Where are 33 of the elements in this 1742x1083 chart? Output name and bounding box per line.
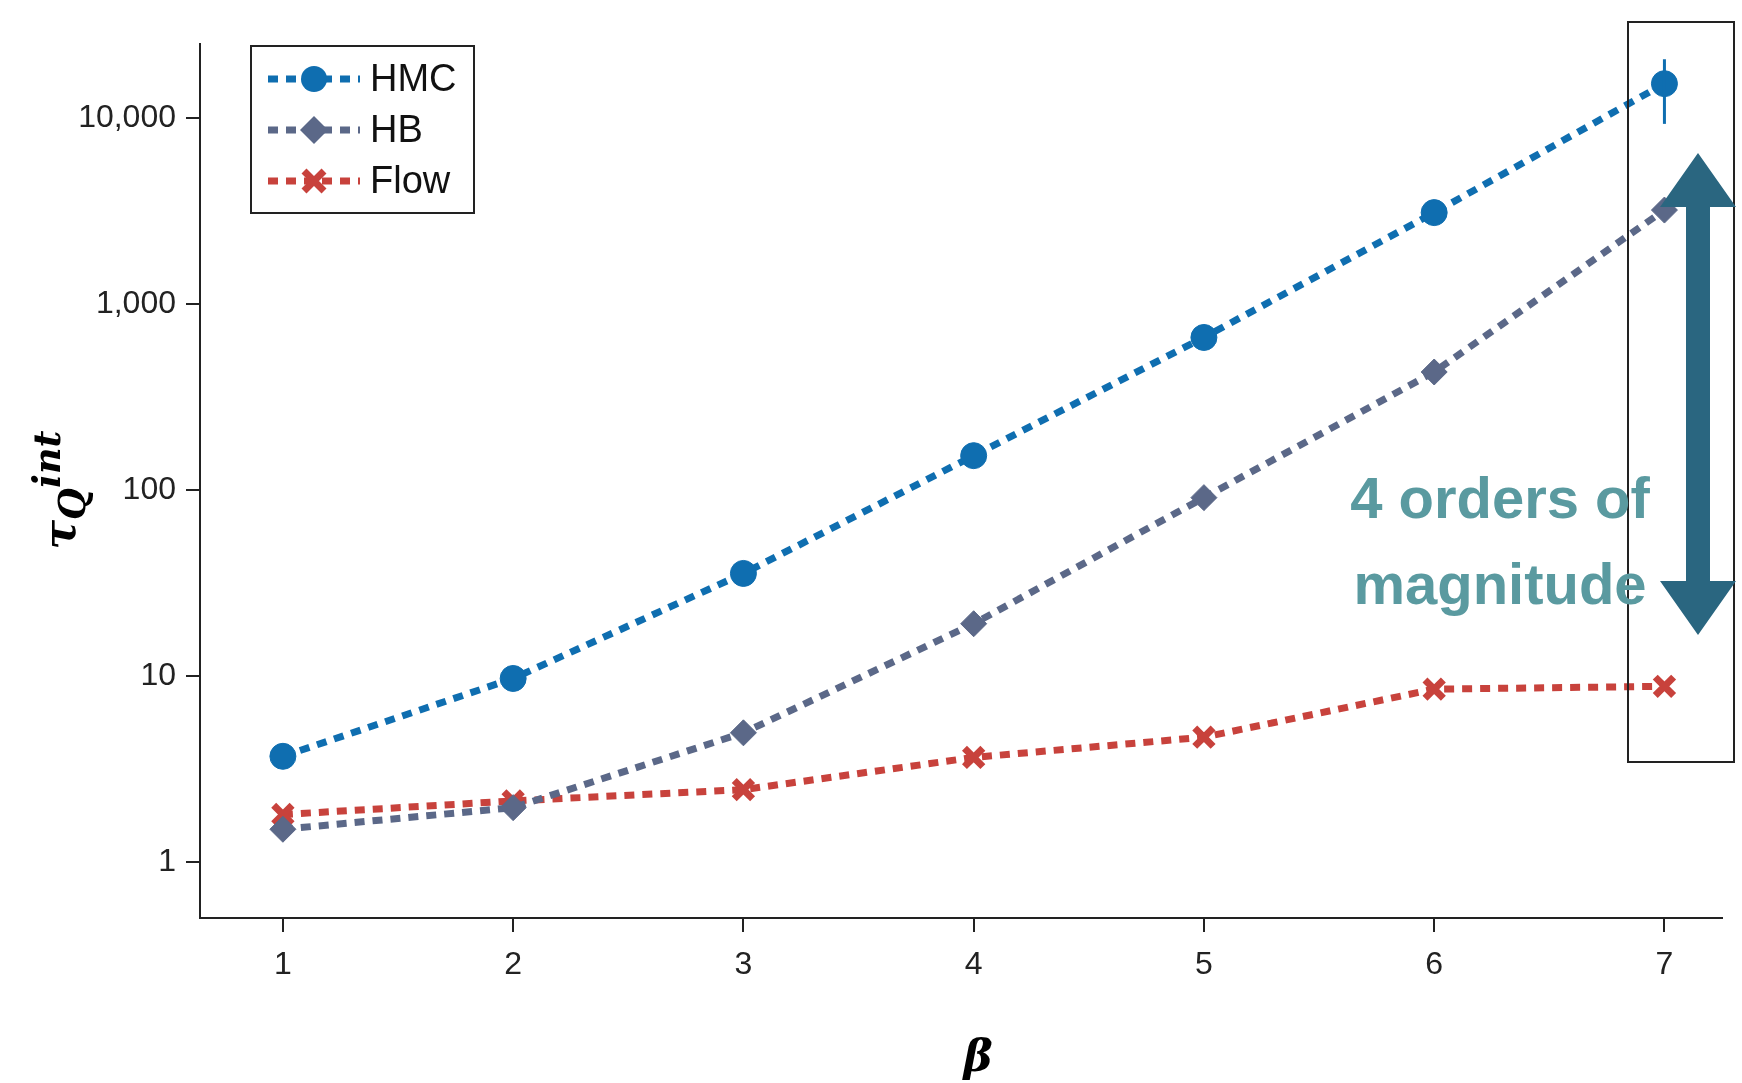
x-tick-label: 6: [1425, 945, 1444, 982]
x-tick-label: 5: [1195, 945, 1213, 982]
y-tick-label: 1: [158, 841, 176, 878]
y-tick-label: 10,000: [78, 97, 176, 134]
point: [730, 776, 757, 803]
point: [960, 442, 988, 470]
x-tick-label: 2: [504, 945, 523, 982]
point: [1421, 676, 1447, 702]
y-tick-label: 10: [140, 655, 176, 692]
point: [1191, 724, 1217, 750]
point: [729, 559, 757, 587]
point: [1190, 484, 1218, 512]
point: [1651, 673, 1678, 700]
point: [269, 742, 297, 770]
point: [1420, 199, 1448, 227]
point: [1420, 358, 1448, 386]
legend-label: HB: [370, 108, 423, 151]
x-tick-label: 4: [964, 945, 983, 982]
y-tick-label: 100: [122, 469, 176, 506]
point: [1190, 323, 1218, 351]
legend-label: Flow: [370, 159, 451, 202]
x-tick-label: 1: [273, 945, 292, 982]
point: [960, 610, 988, 638]
point: [499, 664, 527, 692]
y-tick-label: 1,000: [95, 283, 176, 320]
point: [960, 744, 987, 771]
x-tick-label: 7: [1655, 945, 1674, 982]
legend-label: HMC: [370, 57, 457, 100]
point: [729, 719, 757, 747]
x-axis-title: β: [963, 1030, 993, 1081]
point: [269, 815, 297, 843]
x-tick-label: 3: [734, 945, 753, 982]
point: [499, 794, 527, 822]
